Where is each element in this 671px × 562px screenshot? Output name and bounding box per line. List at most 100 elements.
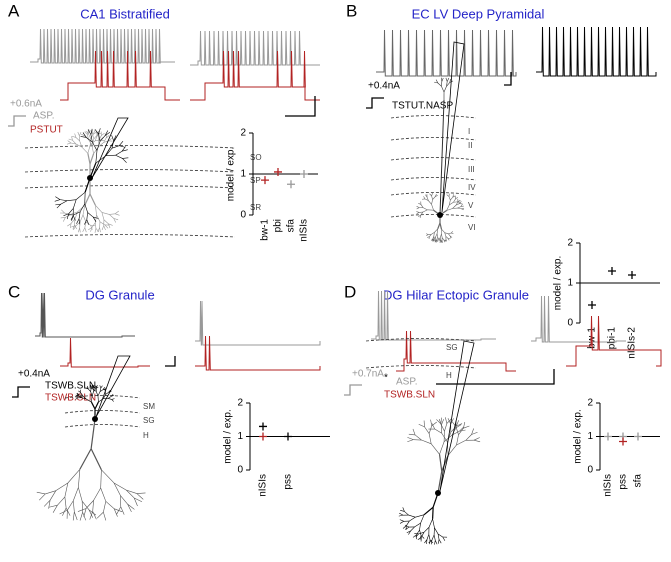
neurite <box>444 423 448 432</box>
neurite <box>414 434 422 441</box>
neurite <box>77 131 80 136</box>
ratio-marker <box>259 432 267 441</box>
neurite <box>431 192 433 196</box>
neurite <box>450 425 457 433</box>
neurite <box>85 387 89 390</box>
neurite <box>122 157 129 159</box>
category-label: sfa <box>633 474 644 488</box>
neurite <box>113 135 117 141</box>
neurite <box>408 433 416 436</box>
neurite <box>94 385 97 388</box>
neurite <box>84 193 91 206</box>
neurite <box>90 391 93 397</box>
neurite <box>111 394 115 397</box>
neurite <box>64 212 71 215</box>
neurite <box>103 501 107 513</box>
panel: D DG Hilar Ectopic Granule +0.7nA * ASP. TSWB… <box>344 282 662 545</box>
neurite <box>437 533 443 538</box>
voltage-trace <box>376 29 517 77</box>
neurite <box>426 234 429 236</box>
neurite <box>457 207 462 210</box>
neurite <box>422 207 428 211</box>
neurite <box>101 212 105 220</box>
neurite <box>93 216 99 219</box>
neurite <box>452 204 457 209</box>
neurite <box>67 142 72 145</box>
neurite <box>429 193 432 197</box>
stimulus-label: +0.6nA <box>10 99 42 110</box>
neurite <box>456 423 463 427</box>
neurite <box>60 200 68 205</box>
neurite <box>419 523 421 531</box>
neurite <box>420 514 425 524</box>
neurite <box>471 431 478 435</box>
neurite <box>95 131 99 136</box>
neurite <box>90 384 92 388</box>
neurite <box>108 223 113 226</box>
pipette <box>91 117 129 179</box>
neurite <box>68 208 74 214</box>
neurite <box>448 232 452 235</box>
neurite <box>43 499 51 507</box>
neurite <box>405 524 410 528</box>
neurite <box>109 214 114 219</box>
neurite <box>92 500 94 512</box>
stimulus-label: +0.7nA <box>352 369 384 380</box>
scale-bar <box>504 72 512 86</box>
neurite <box>437 237 440 240</box>
soma <box>437 212 443 218</box>
ratio-marker <box>284 432 292 441</box>
layer-label: SG <box>143 416 155 425</box>
layer-label: SM <box>143 402 155 411</box>
neurite <box>96 511 104 519</box>
neurite <box>108 396 112 399</box>
y-tick-label: 1 <box>240 169 246 180</box>
panel-title: CA1 Bistratified <box>80 6 170 21</box>
neurite <box>404 511 409 516</box>
neurite <box>441 433 448 443</box>
neurite <box>88 509 94 518</box>
neurite <box>75 137 80 142</box>
category-label: pbi-1 <box>607 327 618 350</box>
voltage-trace <box>35 292 135 338</box>
neurite <box>437 82 442 87</box>
neurite <box>416 207 420 210</box>
neurite <box>408 514 416 518</box>
neurite <box>452 421 457 428</box>
neurite <box>428 200 432 205</box>
neurite <box>99 387 102 392</box>
neurite <box>431 421 437 427</box>
neurite <box>457 206 461 209</box>
panel-label: D <box>344 282 356 301</box>
neurite <box>89 153 95 165</box>
neurite <box>66 213 70 220</box>
neurite <box>111 145 120 149</box>
neurite <box>79 394 83 397</box>
neurite <box>90 134 93 143</box>
neurite <box>428 425 433 434</box>
neurite <box>423 506 434 516</box>
neurite <box>86 219 90 225</box>
neurite <box>84 203 88 213</box>
neurite <box>63 213 69 216</box>
neurite <box>432 507 434 519</box>
neurite <box>87 388 91 392</box>
neurite <box>45 490 56 495</box>
stimulus-label: +0.4nA <box>368 81 400 92</box>
neurite <box>72 140 77 145</box>
layer-boundary <box>24 145 236 149</box>
neurite <box>80 136 87 138</box>
neurite <box>446 77 450 82</box>
neurite <box>434 228 438 233</box>
layer-boundary <box>390 115 477 119</box>
neurite <box>426 534 430 540</box>
neurite <box>103 219 109 224</box>
neurite <box>87 212 94 218</box>
voltage-trace <box>396 330 516 372</box>
category-label: nISIs <box>299 219 310 242</box>
neurite <box>127 503 135 510</box>
neurite <box>440 240 443 243</box>
category-label: pss <box>618 474 629 490</box>
stimulus-step <box>366 97 384 109</box>
neurite <box>419 535 422 540</box>
